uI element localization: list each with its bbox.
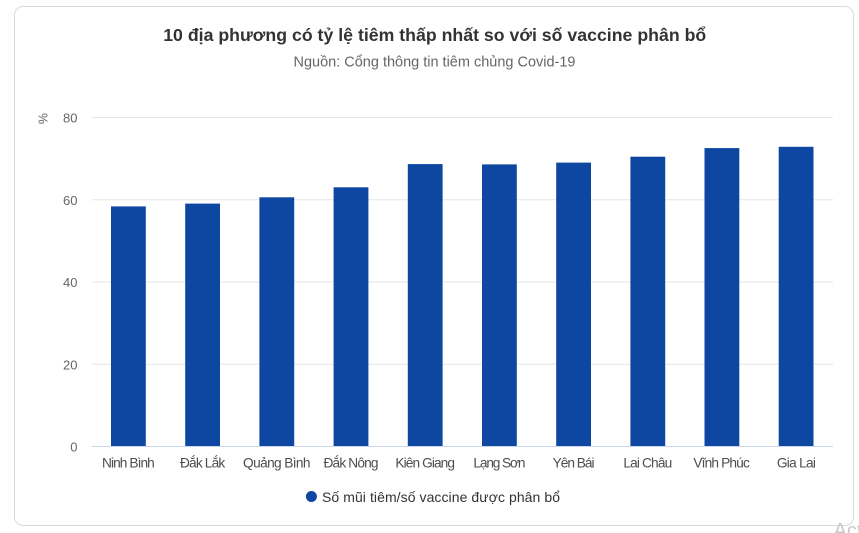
svg-text:Đắk Nông: Đắk Nông [324, 456, 379, 471]
svg-text:Số mũi tiêm/số vaccine được ph: Số mũi tiêm/số vaccine được phân bổ [322, 489, 560, 505]
svg-text:Nguồn: Cổng thông tin tiêm chủ: Nguồn: Cổng thông tin tiêm chủng Covid-1… [294, 55, 576, 71]
svg-text:Act: Act [834, 520, 859, 533]
svg-text:Yên Bái: Yên Bái [553, 456, 595, 471]
svg-text:Lai Châu: Lai Châu [623, 456, 672, 471]
svg-text:Kiên Giang: Kiên Giang [395, 456, 455, 471]
svg-text:Gia Lai: Gia Lai [777, 456, 816, 471]
svg-text:60: 60 [63, 193, 77, 208]
svg-text:Ninh Bình: Ninh Bình [102, 456, 155, 471]
svg-text:20: 20 [63, 357, 77, 372]
svg-text:Vĩnh Phúc: Vĩnh Phúc [693, 456, 750, 471]
svg-text:Đắk Lắk: Đắk Lắk [180, 456, 225, 471]
svg-text:10 địa phương có tỷ lệ tiêm th: 10 địa phương có tỷ lệ tiêm thấp nhất so… [163, 25, 706, 45]
svg-text:80: 80 [63, 111, 77, 126]
svg-text:%: % [36, 113, 50, 124]
svg-text:40: 40 [63, 275, 77, 290]
svg-text:Lạng Sơn: Lạng Sơn [473, 456, 525, 471]
svg-text:0: 0 [70, 440, 77, 455]
svg-text:Quảng Bình: Quảng Bình [243, 456, 311, 471]
